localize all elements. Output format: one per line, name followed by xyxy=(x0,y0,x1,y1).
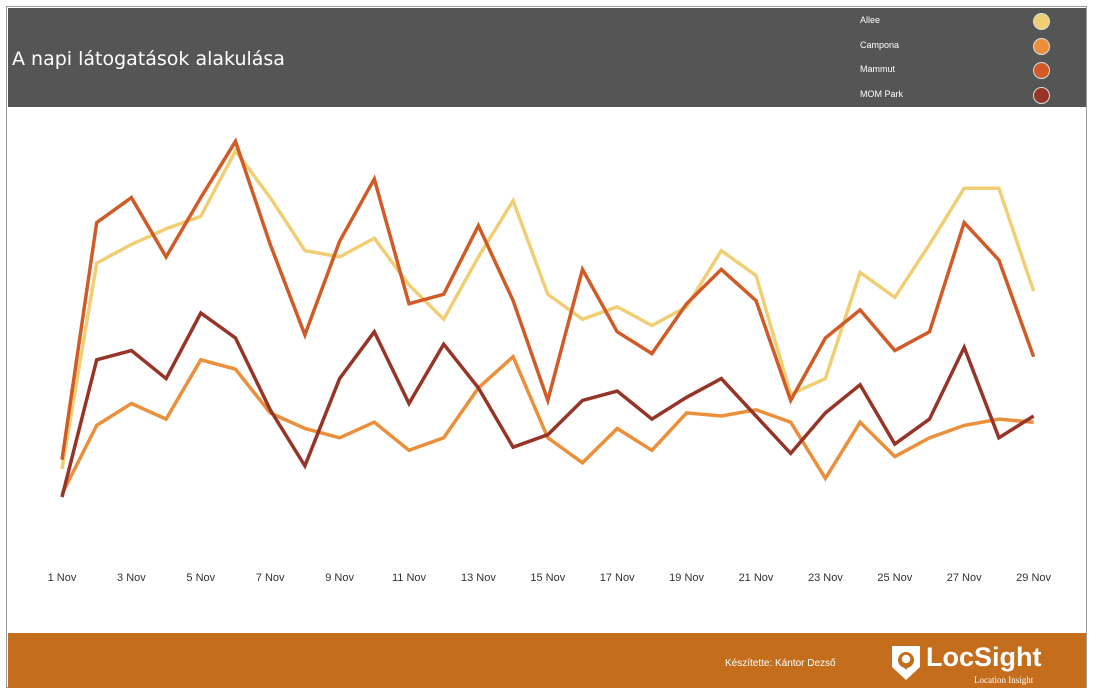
x-tick-label: 9 Nov xyxy=(325,572,354,584)
legend-label: Campona xyxy=(860,39,900,50)
x-tick-label: 3 Nov xyxy=(117,572,146,584)
legend-item: MOM Park xyxy=(860,85,1060,107)
series-line xyxy=(60,353,1034,495)
x-tick-label: 17 Nov xyxy=(600,572,635,584)
legend-item: Campona xyxy=(860,36,1060,58)
x-tick-label: 23 Nov xyxy=(808,572,843,584)
x-tick-label: 13 Nov xyxy=(461,572,496,584)
x-tick-label: 11 Nov xyxy=(392,572,427,584)
header-bar: A napi látogatások alakulása xyxy=(8,8,1086,107)
x-tick-label: 29 Nov xyxy=(1016,572,1051,584)
legend-label: Mammut xyxy=(860,64,896,75)
x-tick-label: 15 Nov xyxy=(530,572,565,584)
series-line xyxy=(60,310,1035,498)
chart-title: A napi látogatások alakulása xyxy=(12,48,285,70)
legend-item: Mammut xyxy=(860,60,1060,82)
location-pin-icon xyxy=(892,646,920,680)
series-lines xyxy=(60,137,1036,498)
x-axis-ticks: 1 Nov 3 Nov 5 Nov 7 Nov 9 Nov 11 Nov 13 Nov 15 … xyxy=(48,572,1052,584)
author-credit: Készítette: Kántor Dezső xyxy=(725,658,836,669)
locsight-logo: LocSight Location Insight xyxy=(886,641,1058,685)
logo-wordmark: LocSight xyxy=(926,642,1042,672)
legend-swatch xyxy=(1033,62,1050,80)
series-line xyxy=(60,137,1036,460)
legend-label: MOM Park xyxy=(860,89,904,100)
legend-swatch xyxy=(1033,87,1050,105)
x-tick-label: 27 Nov xyxy=(947,572,982,584)
legend-swatch xyxy=(1033,13,1050,30)
x-tick-label: 25 Nov xyxy=(877,572,912,584)
x-tick-label: 7 Nov xyxy=(256,572,285,584)
legend-swatch xyxy=(1033,37,1050,55)
legend-item: Allee xyxy=(860,11,1060,33)
x-tick-label: 1 Nov xyxy=(48,572,77,584)
series-line xyxy=(60,147,1036,470)
x-tick-label: 19 Nov xyxy=(669,572,704,584)
x-tick-label: 21 Nov xyxy=(739,572,774,584)
legend-label: Allee xyxy=(860,15,881,25)
footer-bar: Készítette: Kántor Dezső LocSight Locati… xyxy=(8,633,1086,688)
logo-tagline: Location Insight xyxy=(974,675,1034,685)
x-tick-label: 5 Nov xyxy=(186,572,215,584)
